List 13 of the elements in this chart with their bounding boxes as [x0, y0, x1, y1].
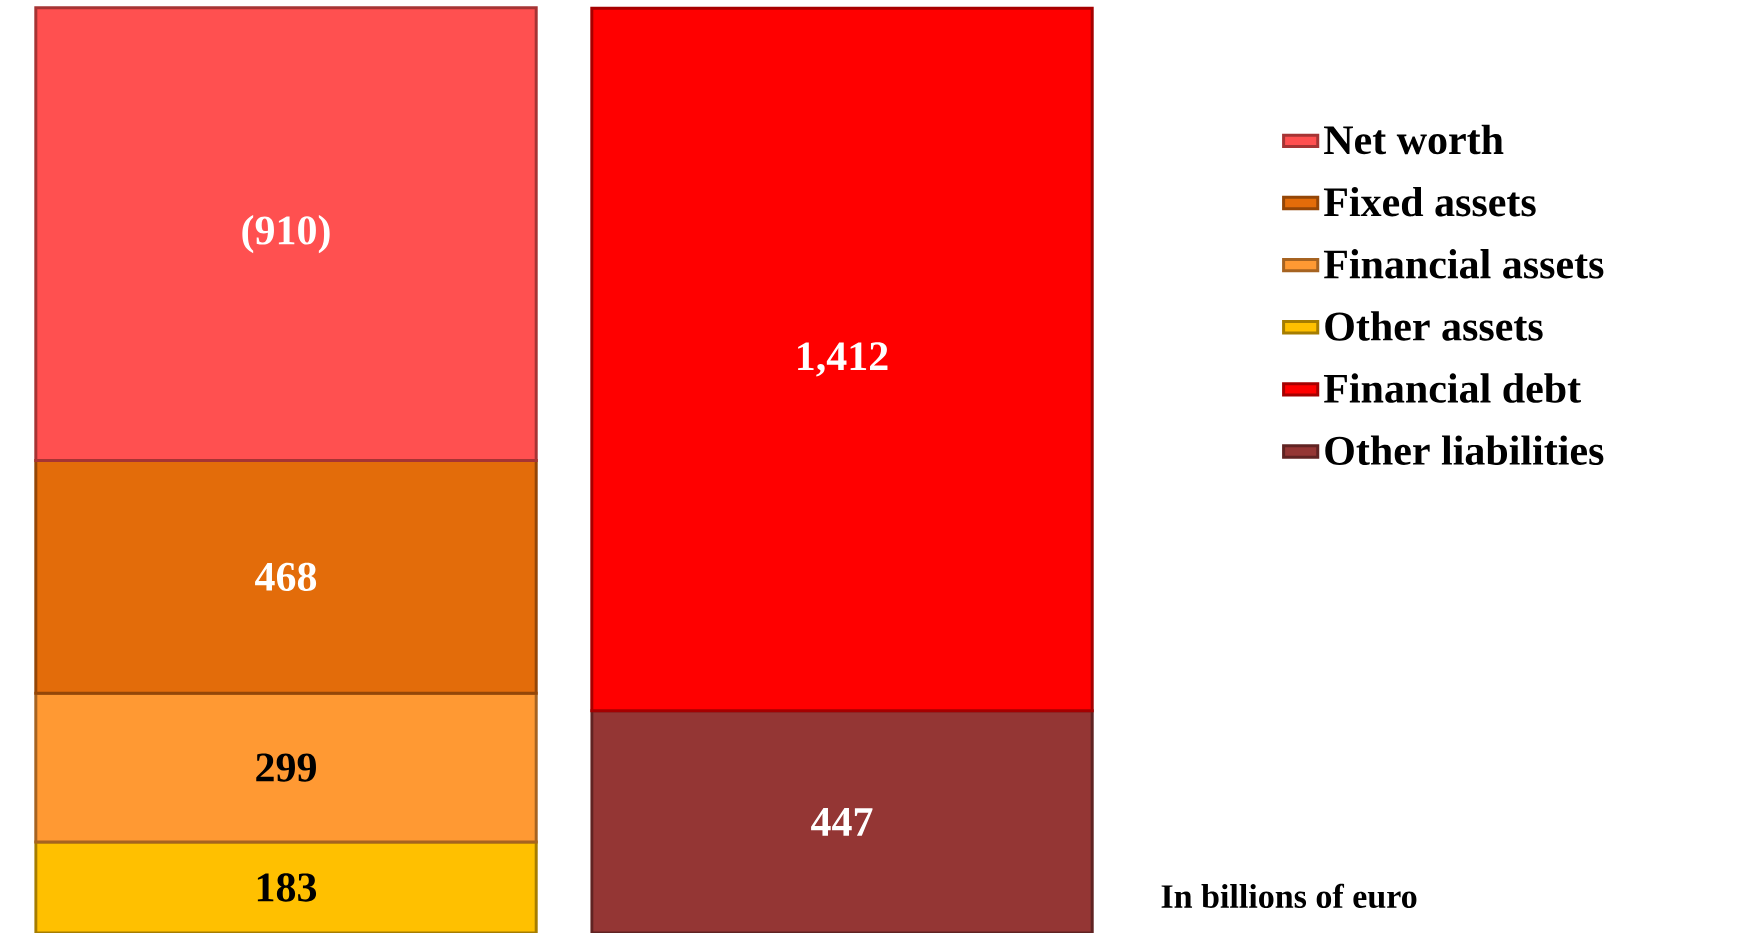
legend-label: Financial assets: [1323, 249, 1604, 279]
legend-label: Financial debt: [1323, 373, 1581, 403]
legend-label: Other assets: [1325, 311, 1543, 341]
data-label: 468: [255, 562, 317, 591]
data-label: 1,412: [798, 342, 888, 377]
data-label: 183: [257, 873, 317, 902]
text: In billions of euro: [1161, 883, 1417, 909]
legend-label: Net worth: [1324, 124, 1504, 155]
data-label: 447: [811, 808, 873, 836]
legend-label: Fixed assets: [1323, 186, 1536, 217]
data-label: 299: [256, 753, 316, 782]
legend-label: Other liabilities: [1325, 435, 1604, 466]
data-label: (910): [242, 215, 330, 254]
